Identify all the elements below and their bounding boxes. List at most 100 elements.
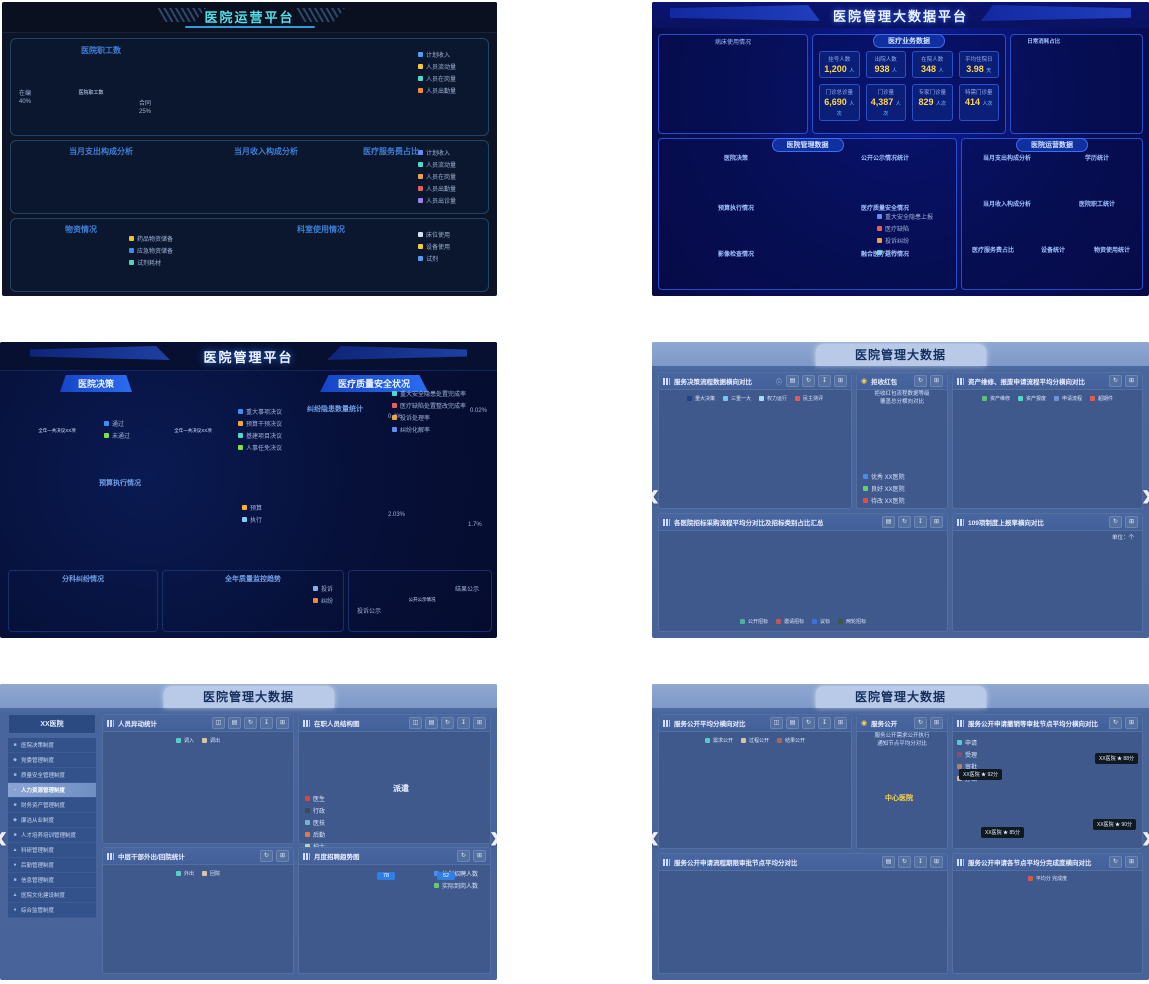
legend-item[interactable]: 审批 [957, 762, 991, 771]
legend-item[interactable]: 待改 XX医院 [863, 496, 941, 505]
legend-item[interactable]: 三重一大 [722, 395, 751, 402]
legend-item[interactable]: 医疗缺陷 [877, 224, 953, 233]
legend-item[interactable]: 人员在岗量 [418, 74, 484, 83]
legend-item[interactable]: 回院 [202, 870, 220, 877]
panel-tool-icon[interactable]: ↻ [441, 717, 454, 729]
panel-tool-icon[interactable]: ⊞ [834, 717, 847, 729]
carousel-next-arrow[interactable]: › [1142, 478, 1149, 512]
legend-item[interactable]: 实际到岗人数 [434, 881, 486, 890]
panel-tool-icon[interactable]: ↧ [457, 717, 470, 729]
legend-item[interactable]: 重大安全隐患处置完成率 [392, 389, 492, 398]
legend-item[interactable]: 投诉纠纷 [877, 236, 953, 245]
panel-tool-icon[interactable]: ↻ [1109, 856, 1122, 868]
legend-item[interactable]: 床位使用 [418, 230, 484, 239]
panel-tool-icon[interactable]: ◫ [212, 717, 225, 729]
sidebar-menu-item[interactable]: ● 后勤管理制度 [8, 858, 96, 873]
panel-tool-icon[interactable]: ▤ [786, 375, 799, 387]
panel-tool-icon[interactable]: ⊞ [276, 717, 289, 729]
panel-tool-icon[interactable]: ▤ [882, 856, 895, 868]
legend-item[interactable]: 公开招标 [739, 618, 768, 625]
legend-item[interactable]: 人员出诊量 [418, 196, 484, 205]
legend-item[interactable]: 超期件 [1090, 395, 1113, 402]
dashboard-bigdata-service[interactable]: 医院管理大数据 服务公开平均分横向对比 ◫ ▤ ↻ ↧ ⊞ 需求公开 过程公开 结果公开 ◉… [652, 684, 1149, 980]
panel-tool-icon[interactable]: ◫ [770, 717, 783, 729]
legend-item[interactable]: 后勤 [305, 830, 349, 839]
legend-item[interactable]: 结果公开 [777, 737, 805, 744]
carousel-next-arrow[interactable]: › [490, 820, 497, 854]
panel-tool-icon[interactable]: ↻ [898, 516, 911, 528]
panel-tool-icon[interactable]: ↻ [802, 717, 815, 729]
panel-tool-icon[interactable]: ⊞ [834, 375, 847, 387]
carousel-prev-arrow[interactable]: ‹ [0, 820, 7, 854]
sidebar-menu-item[interactable]: ■ 质量安全管理制度 [8, 768, 96, 783]
dashboard-bigdata-hr[interactable]: 医院管理大数据 XX医院 ■ 医院决策制度 ◆ 党委管理制度 ■ 质量安全管理制度 ● 人力资… [0, 684, 497, 980]
dashboard-hospital-operations[interactable]: 医院运营平台 医院职工数 在编 40% 合同 25% 医院职工数 计划收入 人员流… [2, 2, 497, 296]
sidebar-menu-item[interactable]: ■ 人才培养培训管理制度 [8, 828, 96, 843]
sidebar-menu-item[interactable]: ■ 信息管理制度 [8, 873, 96, 888]
legend-item[interactable]: 设备使用 [418, 242, 484, 251]
sidebar-menu-item[interactable]: ● 综合监管制度 [8, 903, 96, 918]
sidebar-menu-item[interactable]: ▲ 医院文化建设制度 [8, 888, 96, 903]
legend-item[interactable]: 计划招聘人数 [434, 869, 486, 878]
legend-item[interactable]: 过程公开 [740, 737, 769, 744]
sidebar-menu-item[interactable]: ◆ 党委管理制度 [8, 753, 96, 768]
panel-tool-icon[interactable]: ↻ [1109, 375, 1122, 387]
legend-item[interactable]: 医疗缺陷处置整改完成率 [392, 401, 492, 410]
panel-tool-icon[interactable]: ▤ [228, 717, 241, 729]
panel-tool-icon[interactable]: ↻ [244, 717, 257, 729]
legend-item[interactable]: 人员流动量 [418, 62, 484, 71]
panel-tool-icon[interactable]: ↧ [914, 516, 927, 528]
sidebar-menu-item[interactable]: ▲ 科研管理制度 [8, 843, 96, 858]
carousel-next-arrow[interactable]: › [1142, 820, 1149, 854]
carousel-prev-arrow[interactable]: ‹ [652, 478, 659, 512]
legend-item[interactable]: 重大事项决议 [238, 407, 302, 416]
panel-tool-icon[interactable]: ▤ [882, 516, 895, 528]
panel-tool-icon[interactable]: ↻ [914, 717, 927, 729]
legend-item[interactable]: 人员出勤量 [418, 86, 484, 95]
panel-tool-icon[interactable]: ⊞ [930, 375, 943, 387]
legend-item[interactable]: 资产维修 [981, 395, 1010, 402]
panel-tool-icon[interactable]: ↻ [457, 850, 470, 862]
legend-item[interactable]: 需求公开 [704, 737, 733, 744]
panel-tool-icon[interactable]: ↻ [1109, 516, 1122, 528]
dashboard-management-platform[interactable]: 医院管理平台 医院决策 医疗质量安全状况 全年一共决议XX项 通过 未通过 全年一… [0, 342, 497, 638]
legend-item[interactable]: 调出 [202, 737, 220, 744]
panel-tool-icon[interactable]: ▤ [425, 717, 438, 729]
panel-tool-icon[interactable]: ⊞ [930, 856, 943, 868]
panel-tool-icon[interactable]: ↧ [818, 717, 831, 729]
legend-item[interactable]: 权力运行 [759, 395, 787, 402]
sidebar-menu-item[interactable]: ■ 财务资产管理制度 [8, 798, 96, 813]
legend-item[interactable]: 两轮招标 [838, 618, 866, 625]
legend-item[interactable]: 未通过 [104, 431, 154, 440]
panel-tool-icon[interactable]: ⊞ [1125, 856, 1138, 868]
legend-item[interactable]: 申请流程 [1054, 395, 1082, 402]
legend-item[interactable]: 资产报废 [1017, 395, 1046, 402]
legend-item[interactable]: 药品物资储备 [129, 234, 199, 243]
panel-tool-icon[interactable]: ↧ [818, 375, 831, 387]
dashboard-bigdata-platform[interactable]: 医院管理大数据平台 病床使用情况 医疗业务数据 挂号人数 1,200 人出院人数 9… [652, 2, 1149, 296]
legend-item[interactable]: 试剂耗材 [129, 258, 199, 267]
panel-tool-icon[interactable]: ⊞ [930, 516, 943, 528]
legend-item[interactable]: 外出 [175, 870, 194, 877]
panel-tool-icon[interactable]: ↧ [260, 717, 273, 729]
panel-tool-icon[interactable]: ↧ [914, 856, 927, 868]
panel-tool-icon[interactable]: ◫ [409, 717, 422, 729]
legend-item[interactable]: 重大安全隐患上报 [877, 212, 953, 221]
legend-item[interactable]: 计划收入 [418, 148, 484, 157]
legend-item[interactable]: 计划收入 [418, 50, 484, 59]
legend-item[interactable]: 优秀 XX医院 [863, 472, 941, 481]
info-icon[interactable]: ⓘ [775, 379, 782, 386]
panel-tool-icon[interactable]: ↻ [898, 856, 911, 868]
sidebar-menu-item[interactable]: ■ 医院决策制度 [8, 738, 96, 753]
legend-item[interactable]: 邀请招标 [775, 618, 804, 625]
legend-item[interactable]: 执行 [242, 515, 282, 524]
legend-item[interactable]: 纠纷化解率 [392, 425, 492, 434]
dashboard-bigdata-compare[interactable]: 医院管理大数据 服务决策流程数据横向对比 ⓘ ▤ ↻ ↧ ⊞ 重大决策 三重一大 权力运行… [652, 342, 1149, 638]
panel-tool-icon[interactable]: ↻ [802, 375, 815, 387]
legend-item[interactable]: 调入 [175, 737, 194, 744]
legend-item[interactable]: 其他 [877, 248, 953, 257]
panel-tool-icon[interactable]: ⊞ [276, 850, 289, 862]
legend-item[interactable]: 通过 [104, 419, 154, 428]
legend-item[interactable]: 良好 XX医院 [863, 484, 941, 493]
legend-item[interactable]: 重大决策 [686, 395, 715, 402]
